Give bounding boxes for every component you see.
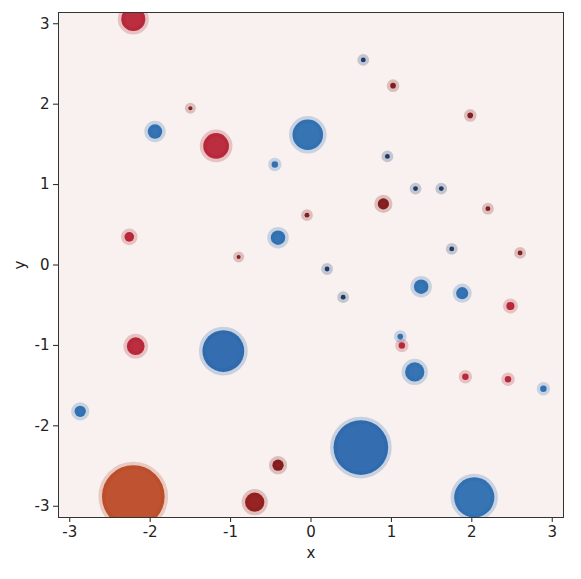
svg-text:2: 2 — [467, 523, 477, 541]
svg-text:-3: -3 — [62, 523, 77, 541]
svg-text:1: 1 — [40, 175, 50, 193]
svg-text:2: 2 — [40, 95, 50, 113]
svg-text:-3: -3 — [35, 497, 50, 515]
svg-text:y: y — [11, 260, 29, 269]
svg-text:0: 0 — [306, 523, 316, 541]
svg-text:3: 3 — [547, 523, 557, 541]
svg-text:3: 3 — [40, 15, 50, 33]
svg-text:-1: -1 — [35, 336, 50, 354]
svg-text:x: x — [307, 544, 316, 562]
svg-text:0: 0 — [40, 256, 50, 274]
svg-text:-2: -2 — [35, 417, 50, 435]
svg-text:-1: -1 — [223, 523, 238, 541]
svg-text:1: 1 — [387, 523, 397, 541]
svg-text:-2: -2 — [143, 523, 158, 541]
